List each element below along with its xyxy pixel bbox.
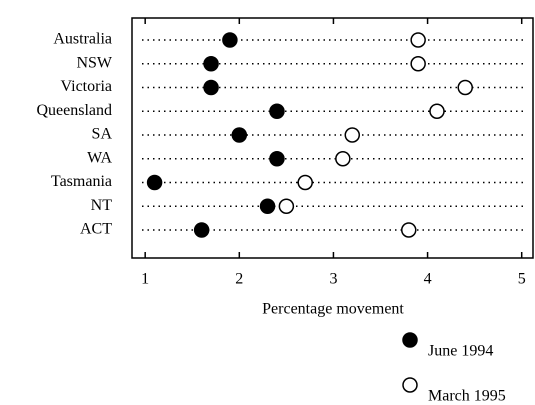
- dot: [335, 151, 351, 167]
- dot: [259, 198, 276, 214]
- dot: [344, 127, 361, 143]
- x-axis-label: Percentage movement: [262, 301, 404, 318]
- x-tick-label: 3: [329, 271, 337, 288]
- y-tick-label: Queensland: [36, 102, 112, 119]
- dot: [146, 174, 163, 191]
- dot: [203, 56, 219, 72]
- y-tick-label: Australia: [53, 31, 112, 48]
- dot: [231, 127, 248, 143]
- y-tick-label: Victoria: [61, 78, 112, 95]
- legend-marker: [402, 332, 418, 348]
- x-tick-label: 5: [518, 271, 526, 288]
- legend-label: March 1995: [428, 388, 506, 405]
- dot: [400, 222, 417, 238]
- dot: [269, 151, 285, 167]
- dot: [410, 56, 426, 72]
- plot-frame: [131, 17, 534, 259]
- dot: [222, 32, 238, 48]
- x-tick-label: 1: [141, 271, 149, 288]
- y-tick-label: SA: [92, 126, 113, 143]
- y-tick-label: ACT: [80, 221, 112, 238]
- dot: [203, 79, 219, 96]
- dot: [278, 198, 295, 214]
- x-tick-label: 2: [235, 271, 243, 288]
- y-tick-label: WA: [87, 149, 112, 166]
- y-tick-label: NT: [91, 197, 113, 214]
- legend-marker: [402, 377, 418, 393]
- dot: [429, 103, 445, 119]
- y-tick-label: Tasmania: [51, 173, 112, 190]
- x-tick-label: 4: [424, 271, 432, 288]
- dot: [297, 174, 313, 191]
- dot: [193, 222, 210, 238]
- legend-label: June 1994: [428, 343, 493, 360]
- dot: [457, 79, 473, 96]
- y-tick-label: NSW: [76, 54, 112, 71]
- dot: [410, 32, 426, 48]
- dot: [269, 103, 285, 119]
